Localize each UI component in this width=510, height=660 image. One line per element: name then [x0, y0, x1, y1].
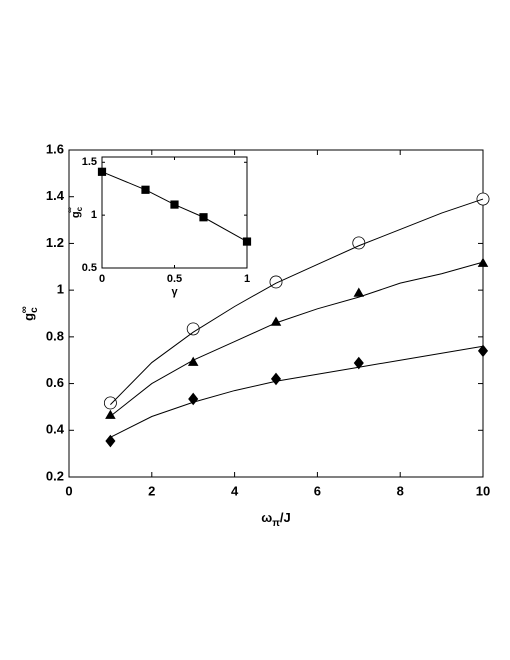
y-axis-label: gc∞ — [65, 206, 84, 218]
y-tick-label: 1 — [57, 282, 64, 297]
marker — [186, 322, 200, 336]
marker — [270, 372, 282, 386]
marker — [269, 275, 283, 289]
x-tick-label: 1 — [244, 273, 250, 285]
marker — [170, 200, 179, 209]
y-tick-label: 1.6 — [46, 141, 64, 156]
main-plot: 0 2 4 6 8 100.20.40.60.811.21.41.6ωπ/Jgc∞ — [19, 141, 491, 528]
x-tick-label: 8 — [397, 483, 404, 498]
x-axis-label-rest: /J — [280, 510, 291, 525]
x-axis-label: ωπ/J — [261, 510, 290, 528]
y-axis-label-base: g — [21, 313, 36, 321]
marker — [270, 316, 282, 326]
marker — [353, 356, 364, 370]
y-tick-label: 1.2 — [46, 235, 64, 250]
y-tick-label: 0.2 — [46, 468, 64, 483]
x-tick-label: 6 — [314, 483, 321, 498]
x-axis-label-base: ω — [261, 510, 272, 525]
x-tick-label: 2 — [148, 483, 155, 498]
marker — [242, 237, 252, 246]
x-axis-label-base: γ — [171, 286, 178, 298]
series-line — [110, 261, 484, 417]
y-tick-label: 0.8 — [46, 328, 64, 343]
marker — [477, 344, 489, 358]
x-tick-label: 0 — [65, 483, 72, 498]
y-axis-label-base: g — [70, 211, 82, 218]
y-tick-label: 1.4 — [46, 188, 65, 203]
y-axis-label-sup: ∞ — [19, 306, 30, 313]
y-axis-label-sup: ∞ — [65, 207, 74, 213]
marker — [353, 287, 365, 297]
y-axis-label-sub: c — [29, 307, 40, 313]
x-axis-label: γ — [171, 286, 178, 298]
marker — [103, 396, 117, 410]
x-tick-label: 0 — [99, 273, 105, 285]
y-axis-label: gc∞ — [19, 306, 40, 321]
marker — [141, 185, 150, 194]
plot-frame — [101, 156, 248, 269]
y-tick-label: 0.6 — [46, 375, 64, 390]
x-tick-label: 0.5 — [167, 273, 182, 285]
y-tick-label: 0.5 — [82, 262, 97, 274]
marker — [97, 167, 107, 176]
marker — [105, 434, 116, 448]
marker — [199, 213, 208, 222]
y-tick-label: 0.4 — [46, 422, 65, 437]
x-tick-label: 10 — [476, 483, 490, 498]
y-tick-label: 1 — [91, 209, 97, 221]
y-axis-label-sub: c — [75, 206, 84, 211]
x-axis-label-sub: π — [272, 518, 280, 529]
y-tick-label: 1.5 — [82, 156, 97, 168]
series-line — [110, 345, 484, 438]
x-tick-label: 4 — [231, 483, 239, 498]
series-line — [110, 198, 484, 405]
